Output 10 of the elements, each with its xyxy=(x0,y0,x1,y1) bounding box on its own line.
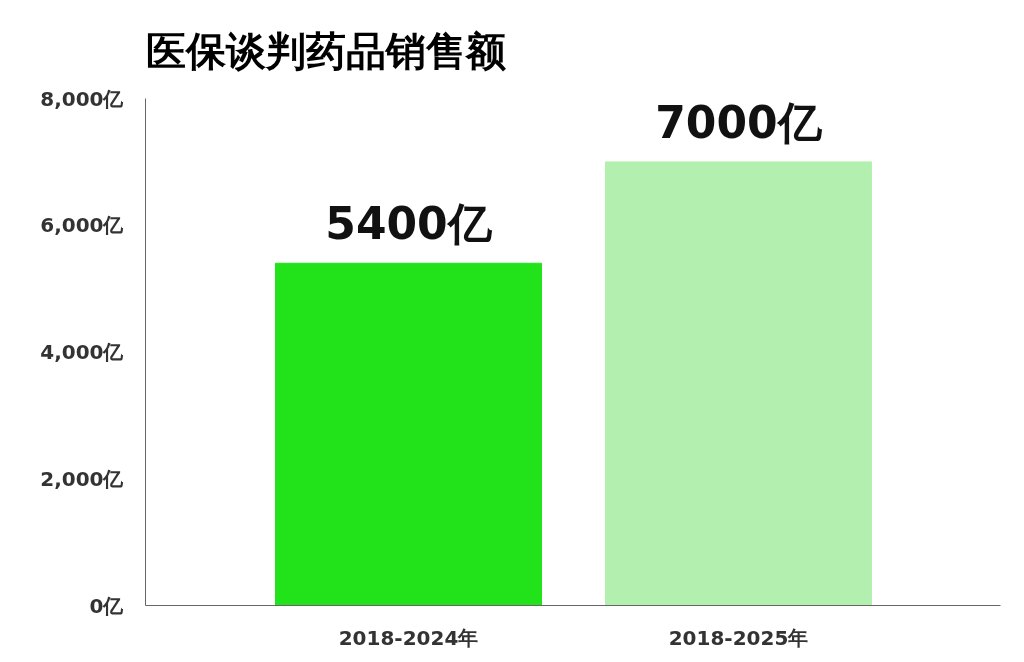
x-tick-label: 2018-2025年 xyxy=(668,625,809,650)
data-label: 5400亿 xyxy=(325,198,493,250)
x-tick-label: 2018-2024年 xyxy=(338,625,479,650)
chart-title: 医保谈判药品销售额 xyxy=(145,27,506,74)
data-label: 7000亿 xyxy=(655,96,823,148)
y-tick-label: 4,000亿 xyxy=(40,340,125,364)
y-tick-label: 0亿 xyxy=(89,593,125,618)
y-tick-label: 8,000亿 xyxy=(40,86,125,111)
y-tick-label: 6,000亿 xyxy=(40,213,125,238)
y-tick-label: 2,000亿 xyxy=(40,466,125,491)
